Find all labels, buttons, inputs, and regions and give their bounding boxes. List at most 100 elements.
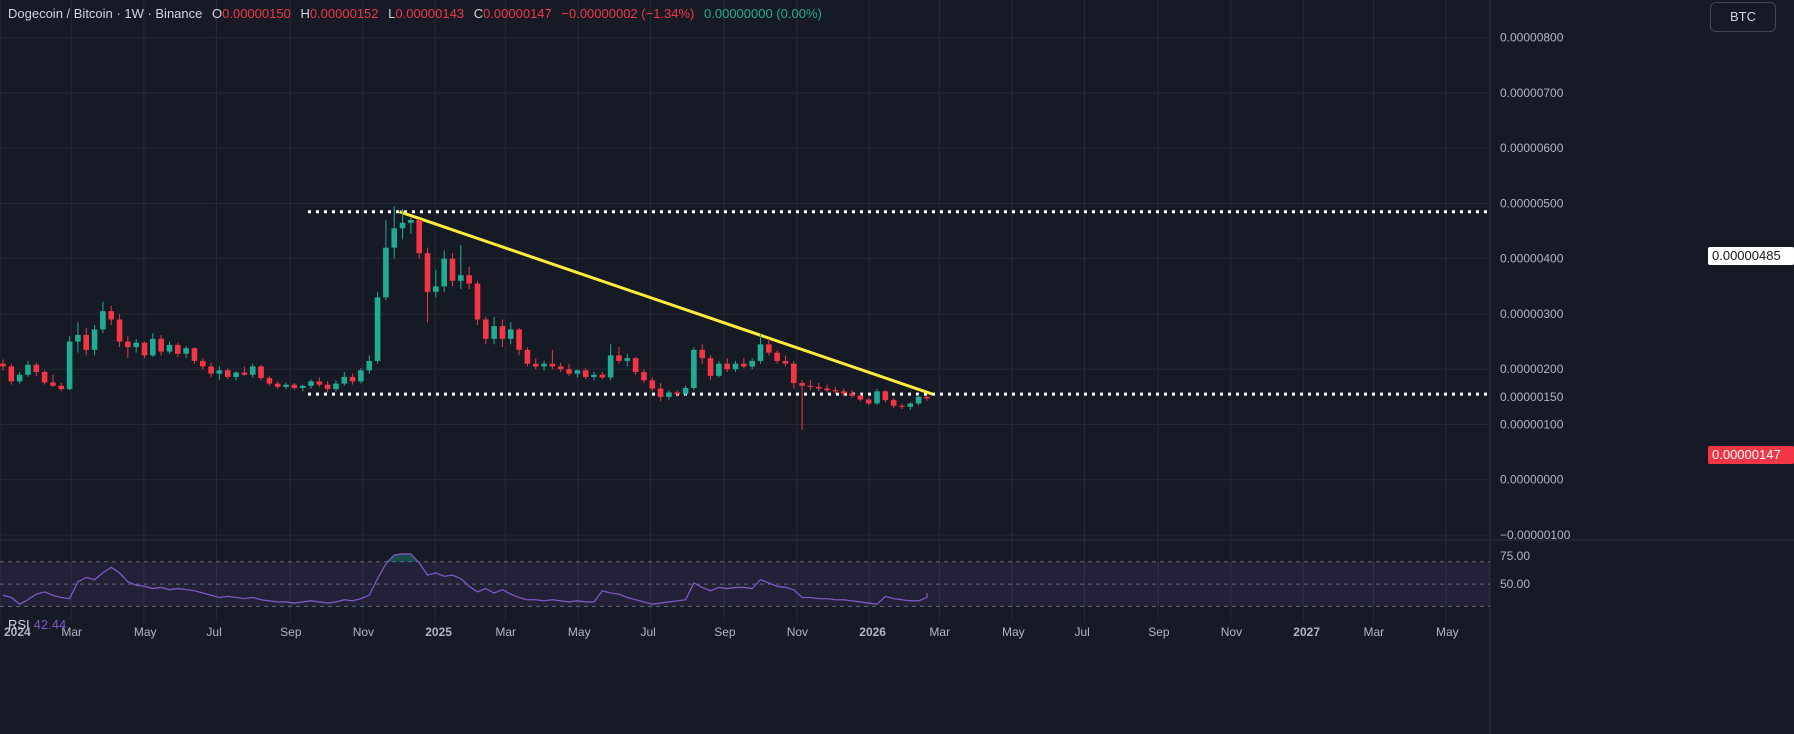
time-tick-label: Jul xyxy=(206,625,221,639)
time-tick-label: Mar xyxy=(495,625,516,639)
candle-body xyxy=(641,371,647,381)
candle-body xyxy=(666,392,672,397)
price-tick-label: 0.00000500 xyxy=(1500,196,1564,210)
candle-body xyxy=(466,275,472,284)
candle-body xyxy=(458,275,464,281)
resistance-price-tag: 0.00000485 xyxy=(1708,247,1794,265)
candle-body xyxy=(707,358,714,376)
candle-body xyxy=(649,380,656,389)
time-tick-label: Nov xyxy=(787,625,808,639)
candle-body xyxy=(924,396,930,399)
candle-body xyxy=(616,355,622,361)
price-tick-label: 0.00000800 xyxy=(1500,31,1564,45)
time-axis[interactable]: 2024 Mar May Jul Sep Nov 2025 Mar May Jul Sep Nov 20… xyxy=(4,625,1459,639)
candle-body xyxy=(399,222,406,229)
candle-body xyxy=(516,329,522,350)
time-tick-label: 2026 xyxy=(859,625,886,639)
candle-body xyxy=(832,390,839,392)
time-tick-label: Nov xyxy=(1221,625,1242,639)
candle-body xyxy=(749,360,755,367)
candle-body xyxy=(133,342,139,348)
candle-body xyxy=(441,258,447,287)
candle-body xyxy=(108,311,115,320)
change-value: −0.00000002 (−1.34%) xyxy=(561,6,695,21)
rsi-pane[interactable] xyxy=(2,553,928,605)
candle-body xyxy=(807,385,814,387)
time-tick-label: Sep xyxy=(714,625,736,639)
candle-body xyxy=(874,391,880,404)
candle-body xyxy=(424,253,431,292)
candle-body xyxy=(0,363,6,367)
candle-body xyxy=(732,363,739,370)
rsi-legend[interactable]: RSI 42.44 xyxy=(8,617,66,632)
rsi-band xyxy=(0,561,1490,607)
time-tick-label: Jul xyxy=(1075,625,1090,639)
candle-body xyxy=(416,220,423,254)
time-tick-label: Sep xyxy=(1148,625,1170,639)
candle-body xyxy=(8,366,15,382)
price-tick-label: 0.00000300 xyxy=(1500,307,1564,321)
candle-body xyxy=(824,388,830,391)
candle-body xyxy=(774,352,780,361)
candle-body xyxy=(491,326,497,339)
candle-body xyxy=(241,372,248,375)
time-tick-label: 2024 xyxy=(4,625,31,639)
symbol-title[interactable]: Dogecoin / Bitcoin · 1W · Binance xyxy=(8,6,203,21)
candle-body xyxy=(591,374,597,377)
candle-body xyxy=(283,384,289,387)
time-tick-label: Jul xyxy=(640,625,655,639)
candle-body xyxy=(33,364,40,372)
candle-body xyxy=(141,342,148,356)
candle-body xyxy=(741,363,747,367)
candle-body xyxy=(716,363,722,376)
candle-body xyxy=(191,348,198,361)
rsi-label: RSI xyxy=(8,617,30,632)
candle-body xyxy=(66,341,73,390)
time-tick-label: Mar xyxy=(929,625,950,639)
candle-body xyxy=(449,258,456,281)
candle-body xyxy=(358,370,364,382)
time-tick-label: Mar xyxy=(61,625,82,639)
candle-body xyxy=(757,344,764,361)
candle-body xyxy=(299,385,306,388)
candle-body xyxy=(391,228,398,248)
candle-body xyxy=(607,355,614,378)
candle-body xyxy=(91,329,98,350)
price-tick-label: 0.00000000 xyxy=(1500,473,1564,487)
high-label: H xyxy=(300,6,310,21)
candle-body xyxy=(166,344,173,352)
candle-body xyxy=(657,388,664,397)
candle-body xyxy=(857,395,864,400)
candle-body xyxy=(408,220,414,223)
candle-body xyxy=(324,384,331,390)
candle-body xyxy=(849,393,855,396)
time-tick-label: 2025 xyxy=(425,625,452,639)
drawings[interactable] xyxy=(307,210,1490,396)
candle-body xyxy=(549,363,556,367)
candle-body xyxy=(366,360,373,371)
candles[interactable] xyxy=(0,206,930,430)
time-tick-label: May xyxy=(1436,625,1459,639)
rsi-tick-label: 75.00 xyxy=(1500,549,1530,563)
open-label: O xyxy=(212,6,223,21)
candle-body xyxy=(574,370,581,374)
rsi-tick-label: 50.00 xyxy=(1500,577,1530,591)
close-label: C xyxy=(473,6,484,21)
candle-body xyxy=(266,378,273,384)
time-tick-label: May xyxy=(1002,625,1025,639)
candle-body xyxy=(815,386,822,389)
time-tick-label: May xyxy=(568,625,591,639)
rsi-line xyxy=(2,553,928,605)
price-tick-label: 0.00000400 xyxy=(1500,252,1564,266)
candle-body xyxy=(907,403,914,407)
candle-body xyxy=(433,286,439,292)
candle-body xyxy=(75,334,81,342)
price-axis[interactable]: 0.00000800 0.00000700 0.00000600 0.00000500… xyxy=(1500,31,1571,591)
candle-body xyxy=(150,338,156,356)
candle-body xyxy=(524,349,531,364)
candle-body xyxy=(699,349,706,359)
candle-body xyxy=(799,383,805,386)
currency-button[interactable]: BTC xyxy=(1710,2,1776,32)
candle-body xyxy=(341,376,348,384)
